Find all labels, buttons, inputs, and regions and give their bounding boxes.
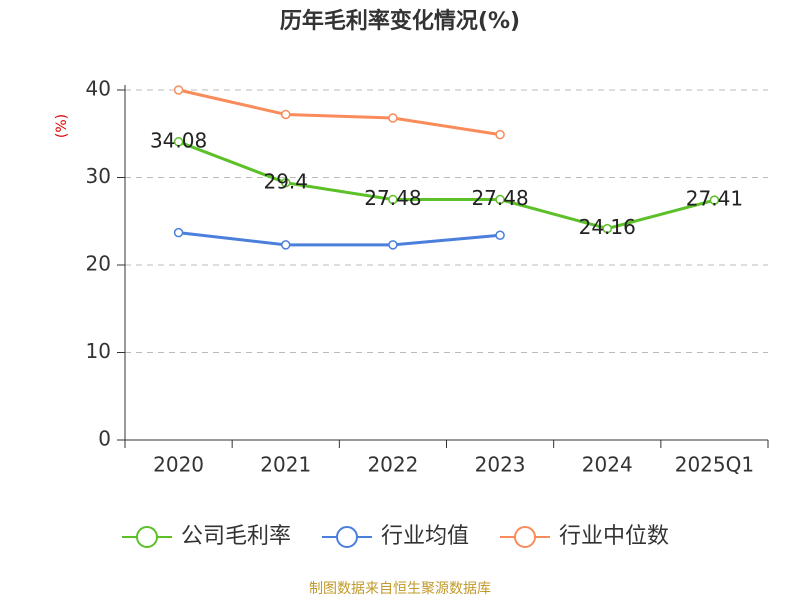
y-tick-label: 30 bbox=[86, 164, 111, 188]
data-label: 29.4 bbox=[263, 169, 308, 193]
x-tick-label: 2023 bbox=[475, 453, 526, 477]
legend-marker bbox=[514, 526, 536, 548]
point bbox=[495, 230, 505, 240]
y-tick-label: 0 bbox=[98, 427, 111, 451]
legend-marker bbox=[336, 526, 358, 548]
point bbox=[602, 223, 612, 234]
point bbox=[388, 113, 398, 123]
point bbox=[281, 240, 291, 250]
point bbox=[388, 194, 398, 205]
point bbox=[495, 129, 505, 140]
legend-label: 行业中位数 bbox=[559, 524, 669, 549]
series-line bbox=[178, 140, 715, 231]
legend-label: 行业均值 bbox=[381, 524, 469, 549]
point bbox=[173, 227, 184, 238]
y-axis-label: (%) bbox=[54, 114, 70, 138]
point bbox=[709, 195, 720, 205]
y-tick-label: 10 bbox=[86, 339, 111, 363]
data-label: 24.16 bbox=[579, 215, 636, 239]
data-label: 27.48 bbox=[364, 186, 421, 210]
point bbox=[173, 85, 184, 95]
point bbox=[388, 240, 398, 250]
data-label: 27.48 bbox=[471, 186, 528, 210]
source: 制图数据来自恒生聚源数据库 bbox=[309, 581, 491, 597]
chart-title: 历年毛利率变化情况(%) bbox=[280, 8, 520, 34]
data-label: 27.41 bbox=[686, 187, 743, 211]
series-line bbox=[178, 231, 501, 247]
point bbox=[281, 178, 291, 188]
legend-label: 公司毛利率 bbox=[181, 524, 291, 549]
y-tick-label: 20 bbox=[86, 252, 111, 276]
point bbox=[281, 109, 291, 120]
data-label: 34.08 bbox=[150, 128, 207, 152]
x-tick-label: 2022 bbox=[367, 453, 418, 477]
series-line bbox=[178, 88, 501, 137]
point bbox=[495, 194, 505, 205]
y-tick-label: 40 bbox=[86, 77, 111, 101]
point bbox=[173, 137, 184, 147]
legend-marker bbox=[136, 526, 158, 548]
x-tick-label: 2021 bbox=[260, 453, 311, 477]
x-tick-label: 2024 bbox=[582, 453, 633, 477]
x-tick-label: 2020 bbox=[153, 453, 204, 477]
x-tick-label: 2025Q1 bbox=[675, 453, 754, 477]
